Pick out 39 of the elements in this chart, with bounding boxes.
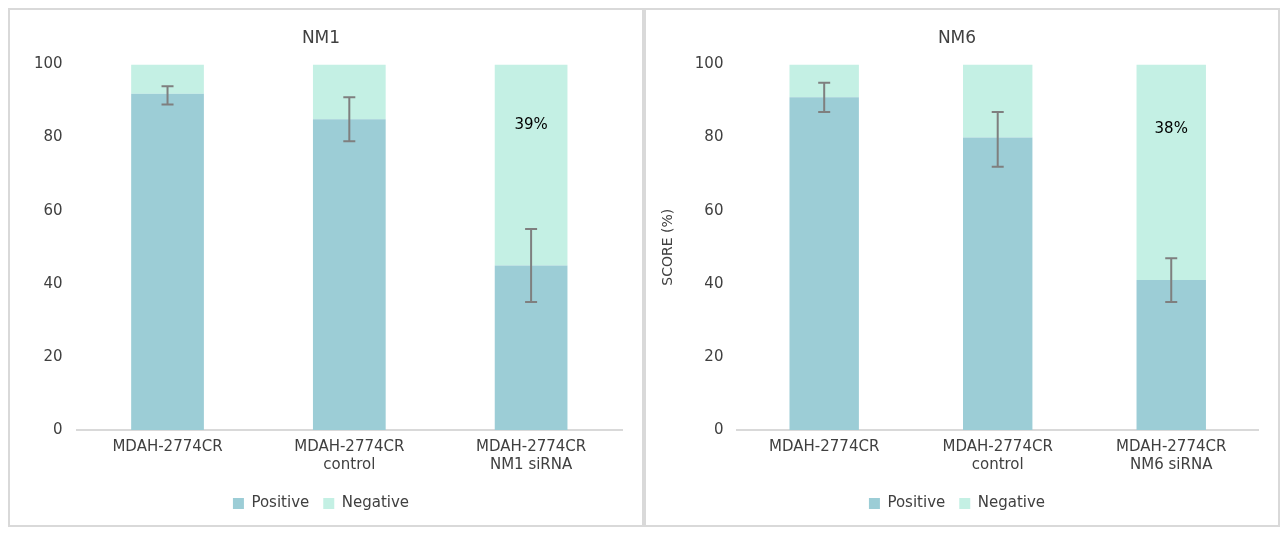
- y-tick-label: 80: [43, 127, 63, 146]
- y-tick-label: 0: [53, 419, 63, 438]
- bar: [789, 64, 859, 98]
- annotation: 39%: [514, 114, 548, 133]
- y-tick-label: 60: [704, 200, 724, 219]
- bar: [312, 64, 386, 120]
- chart-title: NM1: [301, 26, 341, 47]
- x-tick-label: MDAH-2774CR: [769, 436, 880, 455]
- legend-label: Negative: [977, 493, 1046, 512]
- legend-label: Positive: [887, 493, 946, 512]
- bar: [494, 64, 568, 266]
- x-tick-label: MDAH-2774CR control: [294, 436, 405, 473]
- bar: [1136, 64, 1206, 281]
- y-tick-label: 20: [43, 346, 63, 365]
- y-tick-label: 100: [694, 54, 724, 73]
- y-tick-label: 40: [704, 273, 724, 292]
- x-tick-label: MDAH-2774CR control: [942, 436, 1053, 473]
- bar: [963, 64, 1033, 138]
- x-tick-label: MDAH-2774CR: [112, 436, 223, 455]
- y-tick-label: 80: [704, 127, 724, 146]
- y-tick-label: 100: [33, 54, 63, 73]
- y-tick-label: 20: [704, 346, 724, 365]
- bar: [131, 64, 204, 94]
- bar: [789, 97, 859, 430]
- x-tick-label: MDAH-2774CR NM6 siRNA: [1116, 436, 1227, 473]
- bar: [494, 265, 568, 430]
- x-tick-label: MDAH-2774CR NM1 siRNA: [475, 436, 587, 473]
- annotation: 38%: [1154, 119, 1188, 137]
- y-axis-title: SCORE (%): [659, 208, 676, 286]
- bar: [131, 93, 204, 430]
- bar: [1136, 280, 1206, 430]
- y-tick-label: 0: [713, 419, 724, 438]
- bar: [963, 137, 1033, 430]
- bar: [312, 119, 386, 430]
- y-tick-label: 40: [43, 273, 63, 292]
- legend-label: Positive: [251, 493, 310, 512]
- legend-label: Negative: [341, 493, 410, 512]
- chart-title: NM6: [937, 26, 977, 47]
- y-tick-label: 60: [43, 200, 63, 219]
